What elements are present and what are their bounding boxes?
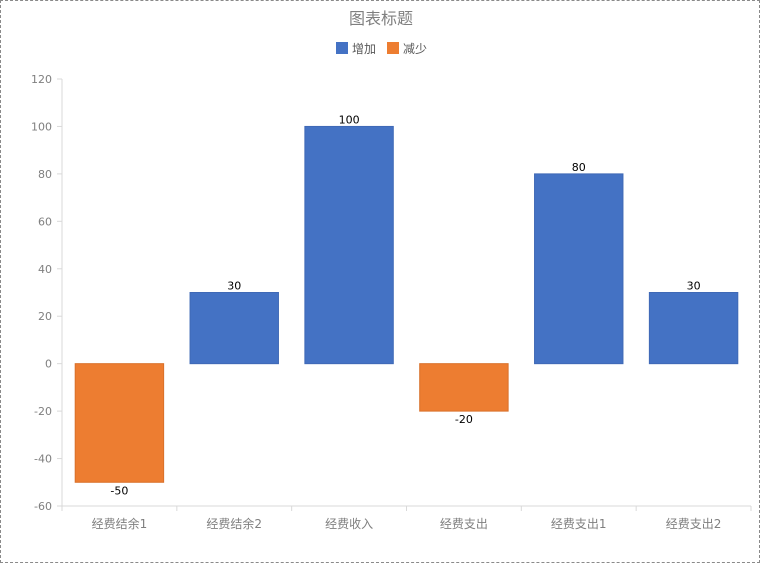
data-label: -50: [110, 484, 128, 497]
data-label: 80: [572, 161, 586, 174]
data-label: 30: [687, 280, 701, 293]
data-label: -20: [455, 413, 473, 426]
y-tick-label: 60: [38, 215, 52, 228]
legend-label-decrease: 减少: [403, 42, 427, 56]
y-tick-label: -40: [34, 453, 52, 466]
y-tick-label: 20: [38, 310, 52, 323]
data-label: 100: [339, 113, 360, 126]
x-axis: 经费结余1 经费结余2 经费收入 经费支出 经费支出1 经费支出2: [61, 505, 752, 531]
bar: [74, 363, 165, 483]
data-labels: -50 30 100 -20 80 30: [110, 113, 700, 497]
bar: [189, 292, 279, 365]
y-tick-label: 0: [45, 358, 52, 371]
legend: 增加 减少: [336, 42, 427, 56]
y-tick-label: 120: [31, 73, 52, 86]
legend-swatch-increase: [336, 42, 348, 54]
bar: [648, 292, 739, 365]
x-tick-label: 经费结余1: [92, 516, 148, 531]
y-tick-label: 100: [31, 120, 52, 133]
bar: [534, 173, 624, 365]
x-tick-label: 经费收入: [325, 517, 373, 531]
bar: [304, 125, 394, 365]
legend-swatch-decrease: [387, 42, 399, 54]
x-tick-label: 经费支出1: [551, 517, 607, 531]
bars: [74, 125, 739, 483]
y-axis: -60 -40 -20 0 20 40 60 80 100 120: [31, 73, 63, 513]
x-tick-label: 经费结余2: [206, 516, 262, 531]
y-tick-label: 40: [38, 263, 52, 276]
y-tick-label: -20: [34, 405, 52, 418]
y-tick-label: -60: [34, 500, 52, 513]
legend-label-increase: 增加: [352, 42, 376, 56]
data-label: 30: [227, 280, 241, 293]
bar: [419, 363, 509, 412]
chart-title: 图表标题: [349, 9, 413, 28]
x-tick-label: 经费支出: [440, 517, 488, 531]
y-tick-label: 80: [38, 168, 52, 181]
x-tick-label: 经费支出2: [666, 517, 722, 531]
